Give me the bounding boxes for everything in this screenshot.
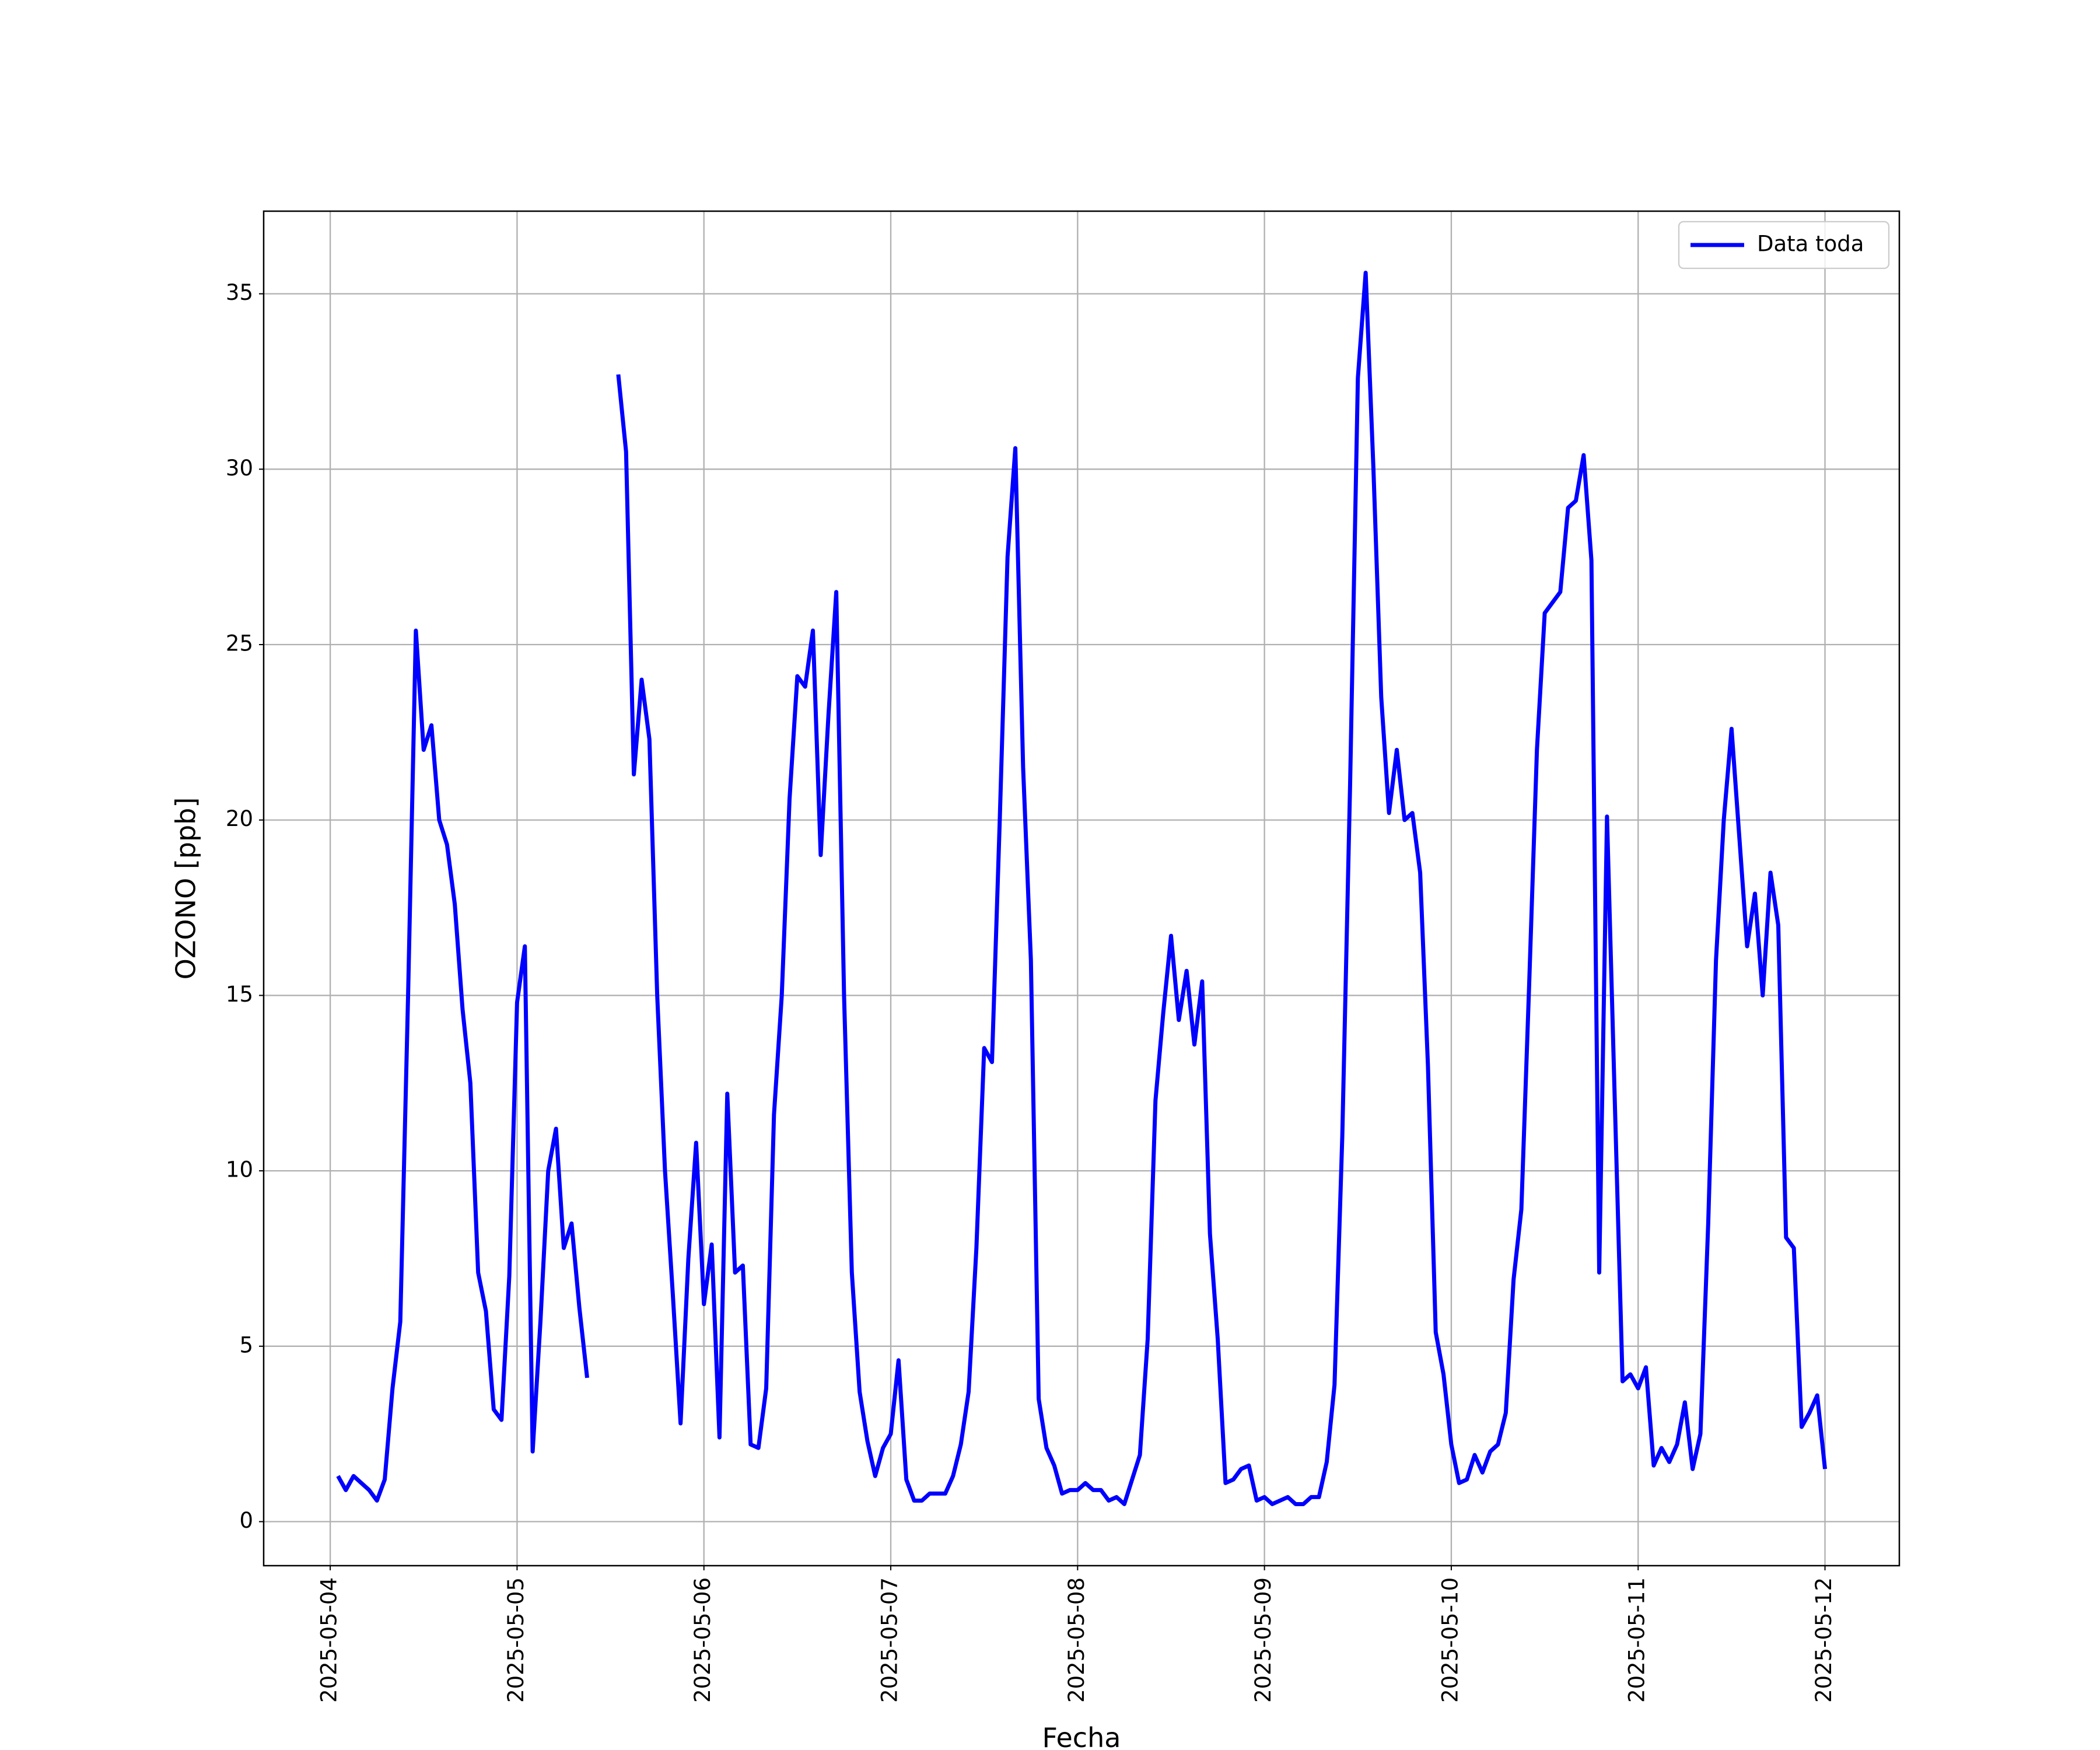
x-tick-label: 2025-05-11 [1625,1577,1650,1703]
x-tick-label: 2025-05-04 [317,1577,342,1703]
x-tick-label: 2025-05-09 [1251,1577,1276,1703]
plot-frame [262,210,1901,1567]
legend-box [1678,220,1890,270]
y-tick-label: 15 [226,982,253,1007]
y-tick-label: 0 [239,1508,253,1533]
y-tick-label: 20 [226,806,253,831]
y-tick-label: 30 [226,456,253,481]
legend-label: Data toda [1757,232,1864,257]
y-tick-label: 5 [239,1332,253,1357]
x-tick-label: 2025-05-08 [1064,1577,1089,1703]
y-axis-label: OZONO [ppb] [170,797,202,980]
x-tick-label: 2025-05-12 [1811,1577,1836,1703]
y-tick-label: 10 [226,1157,253,1182]
x-axis-label: Fecha [1042,1722,1121,1750]
x-tick-label: 2025-05-06 [690,1577,715,1703]
y-tick-label: 35 [226,280,253,305]
x-tick-label: 2025-05-05 [503,1577,528,1703]
y-tick-label: 25 [226,631,253,656]
x-tick-label: 2025-05-07 [877,1577,902,1703]
data-line [336,271,1828,1506]
legend: Data toda [1678,220,1890,270]
x-tick-label: 2025-05-10 [1437,1577,1462,1703]
